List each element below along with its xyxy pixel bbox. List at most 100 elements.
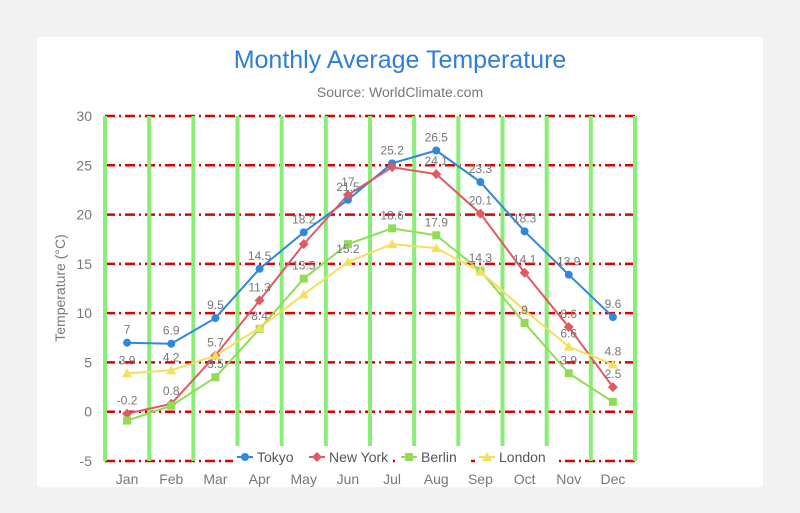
data-label: 18.6	[380, 208, 404, 222]
data-label: 5.7	[207, 336, 224, 350]
y-tick-label: 15	[76, 256, 92, 272]
x-tick-label: May	[291, 471, 317, 487]
legend-label: Berlin	[421, 449, 457, 465]
y-tick-label: 10	[76, 305, 92, 321]
data-point-berlin	[388, 224, 397, 233]
data-point-new-york	[431, 169, 442, 180]
x-tick-label: Oct	[514, 471, 536, 487]
data-label: 3.9	[560, 353, 577, 367]
data-point-london	[475, 266, 486, 276]
data-label: 0.8	[163, 384, 180, 398]
data-label: 24.1	[425, 154, 449, 168]
data-label: 15.2	[336, 242, 360, 256]
data-label: -0.2	[117, 394, 138, 408]
data-point-new-york	[563, 321, 574, 332]
data-point-london	[607, 359, 618, 369]
data-label: 9	[521, 303, 528, 317]
data-point-berlin	[343, 240, 352, 249]
y-axis-ticks: -5 0 5 10 15 20 25 30	[76, 108, 92, 469]
data-label: 8.4	[251, 309, 268, 323]
chart-subtitle: Source: WorldClimate.com	[317, 84, 483, 100]
data-point-new-york	[607, 382, 618, 393]
x-tick-label: Jan	[116, 471, 139, 487]
series-line-london	[127, 243, 614, 375]
data-label: 6.6	[560, 327, 577, 341]
chart-card: Monthly Average Temperature Source: Worl…	[37, 37, 763, 487]
legend-item-background	[233, 446, 301, 468]
y-tick-label: 25	[76, 157, 92, 173]
data-point-berlin	[608, 397, 617, 406]
x-tick-label: Jul	[383, 471, 401, 487]
legend-item-background	[475, 446, 557, 468]
data-label: 14.1	[513, 253, 537, 267]
legend-item-berlin[interactable]: Berlin	[397, 446, 471, 468]
x-axis-ticks: Jan Feb Mar Apr May Jun Jul Aug Sep Oct Nov Dec	[116, 471, 626, 487]
data-point-new-york	[387, 162, 398, 173]
data-label: 6.9	[163, 324, 180, 338]
data-point-new-york	[342, 189, 353, 200]
series-line-new-york	[126, 166, 614, 415]
data-label: 14.5	[248, 249, 272, 263]
data-point-london	[342, 256, 353, 266]
data-label: 17	[341, 175, 355, 189]
x-tick-label: Dec	[600, 471, 625, 487]
data-label: 18.2	[292, 212, 316, 226]
vertical-gridlines	[103, 116, 637, 461]
data-label: 2.5	[605, 367, 622, 381]
data-label: 3.5	[207, 357, 224, 371]
data-point-london	[210, 350, 221, 360]
legend-item-background	[397, 446, 471, 468]
data-point-berlin	[564, 369, 573, 378]
data-point-tokyo	[432, 146, 441, 155]
y-tick-label: 20	[76, 207, 92, 223]
data-label: 4.2	[163, 350, 180, 364]
data-labels: 7 6.9 9.5 14.5 18.2 21.5 25.2 26.5 23.3 18.3 13.9 9…	[117, 131, 622, 408]
legend-label: New York	[329, 449, 389, 465]
line-chart: Monthly Average Temperature Source: Worl…	[52, 46, 637, 487]
data-label: 20.1	[469, 194, 493, 208]
data-point-tokyo	[299, 228, 308, 237]
x-tick-label: Aug	[424, 471, 449, 487]
y-tick-label: 30	[76, 108, 92, 124]
data-point-berlin	[299, 274, 308, 283]
x-tick-label: Feb	[159, 471, 183, 487]
data-label: 13.5	[292, 259, 316, 273]
y-axis-label: Temperature (°C)	[52, 234, 68, 342]
data-point-new-york	[298, 239, 309, 250]
data-label: 25.2	[380, 143, 404, 157]
data-point-london	[519, 305, 530, 315]
data-point-berlin	[432, 231, 441, 240]
data-point-london	[298, 289, 309, 299]
legend-label: London	[499, 449, 546, 465]
data-point-london	[387, 239, 398, 249]
data-point-london	[122, 368, 133, 378]
legend-item-tokyo[interactable]: Tokyo	[233, 446, 301, 468]
y-tick-label: -5	[80, 453, 93, 469]
data-label: 4.8	[605, 344, 622, 358]
series-lines	[126, 149, 614, 422]
data-label: 11.3	[248, 280, 271, 294]
data-point-tokyo	[211, 314, 220, 323]
data-label: 8.6	[560, 307, 577, 321]
legend[interactable]: Tokyo New York Berlin London	[233, 446, 557, 468]
x-tick-label: Nov	[556, 471, 581, 487]
data-label: 9.6	[605, 297, 622, 311]
x-tick-label: Jun	[337, 471, 360, 487]
data-point-new-york	[122, 408, 133, 419]
legend-item-new-york[interactable]: New York	[305, 446, 393, 468]
data-point-tokyo	[167, 339, 176, 348]
data-point-tokyo	[520, 227, 529, 236]
data-label: 23.3	[469, 162, 493, 176]
data-label: 9.5	[207, 298, 224, 312]
legend-marker-symbol	[312, 452, 322, 462]
legend-marker-symbol	[241, 453, 249, 461]
data-point-london	[563, 341, 574, 351]
data-point-berlin	[123, 416, 132, 425]
data-label: 14.3	[469, 251, 493, 265]
legend-marker-symbol	[405, 453, 413, 461]
legend-item-london[interactable]: London	[475, 446, 557, 468]
data-point-berlin	[167, 401, 176, 410]
data-label: 18.3	[513, 211, 537, 225]
data-label: 3.9	[119, 353, 136, 367]
data-label: 17.9	[425, 215, 449, 229]
